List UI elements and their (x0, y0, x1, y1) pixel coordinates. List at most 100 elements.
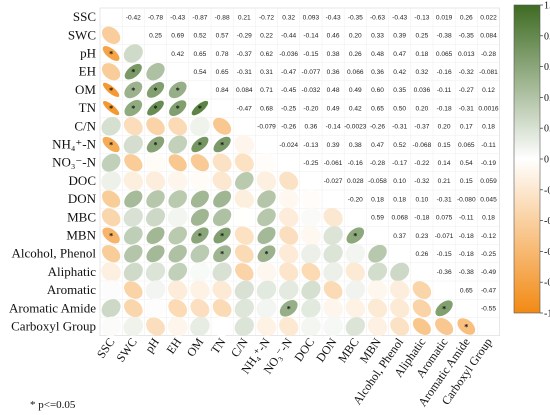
correlation-ellipse (168, 226, 187, 245)
cell-value: 0.78 (216, 51, 229, 58)
cell-value: 0.49 (349, 87, 362, 94)
correlation-ellipse (190, 244, 210, 263)
correlation-ellipse (212, 316, 233, 337)
correlation-ellipse (345, 317, 365, 336)
cell-value: -0.47 (237, 105, 252, 112)
cell-value: 0.33 (371, 33, 384, 40)
significance-marker: * (464, 323, 468, 332)
cell-value: 0.019 (436, 14, 453, 21)
correlation-ellipse (412, 299, 432, 318)
cell-value: 0.36 (304, 124, 317, 131)
cell-value: -0.55 (481, 306, 496, 313)
col-label-mbc: MBC (335, 335, 362, 365)
significance-marker: * (154, 141, 158, 150)
correlation-ellipse (256, 280, 277, 300)
row-label-nh-n: NH₄⁺-N (52, 137, 96, 152)
cell-value: -0.12 (481, 233, 496, 240)
correlation-ellipse (145, 152, 166, 173)
correlation-ellipse (301, 298, 321, 318)
row-label-om: OM (75, 82, 96, 97)
correlation-ellipse (168, 81, 187, 99)
significance-marker: * (176, 86, 180, 95)
colorbar-ticks: 1.0 0.80 0.60 0.40 0.20 0 -0.20 -0.40 -0.60 -0.80… (540, 1, 550, 320)
correlation-ellipse (168, 190, 187, 208)
col-label-doc: DOC (291, 335, 317, 364)
significance-marker: * (198, 104, 202, 113)
correlation-ellipse (345, 243, 366, 264)
cell-value: 0.20 (349, 33, 362, 40)
correlation-ellipse (145, 298, 166, 319)
cell-value: 0.46 (327, 33, 340, 40)
cell-value: 0.47 (393, 51, 406, 58)
cell-value: -0.63 (370, 14, 385, 21)
cell-value: 0.68 (260, 105, 273, 112)
row-labels: SSC SWC pH EH OM TN C/N NH₄⁺-N NO₃⁻-N DOC DON MBC MB… (9, 9, 97, 333)
cell-value: 0.25 (149, 33, 162, 40)
correlation-ellipse (190, 116, 210, 136)
cell-value: -0.036 (279, 51, 298, 58)
cell-value: -0.25 (481, 251, 496, 258)
correlation-ellipse (147, 100, 164, 116)
cell-value: 0.65 (193, 51, 206, 58)
cell-value: 0.65 (216, 69, 229, 76)
row-label-doc: DOC (69, 173, 96, 188)
correlation-ellipse (367, 280, 388, 300)
correlation-ellipse (124, 190, 143, 208)
significance-marker: * (109, 232, 113, 241)
correlation-ellipse (323, 244, 343, 264)
cell-value: -0.024 (279, 142, 298, 149)
correlation-ellipse (167, 171, 188, 191)
correlation-ellipse (301, 244, 321, 264)
cell-value: -0.44 (281, 33, 296, 40)
correlation-ellipse (213, 227, 231, 244)
correlation-ellipse (234, 298, 254, 318)
cell-value: -0.0023 (344, 124, 367, 131)
correlation-ellipse (300, 189, 321, 209)
cell-value: 0.32 (282, 14, 295, 21)
correlation-ellipse (234, 189, 255, 209)
correlation-ellipse (189, 171, 210, 191)
significance-footnote: * p<=0.05 (30, 399, 76, 411)
significance-marker: * (198, 141, 202, 150)
colorbar-tick-label: 0.80 (544, 31, 550, 42)
correlation-ellipse (102, 227, 120, 244)
cell-value: -0.42 (126, 14, 141, 21)
correlation-ellipse (279, 207, 299, 227)
correlation-ellipse (213, 136, 231, 153)
correlation-ellipse (190, 280, 210, 300)
correlation-ellipse (257, 226, 276, 245)
correlation-ellipse (101, 26, 121, 44)
correlation-ellipse (124, 281, 143, 299)
cell-value: -0.20 (303, 105, 318, 112)
correlation-ellipse (190, 208, 209, 226)
cell-value: 0.38 (327, 51, 340, 58)
row-label-aliphatic: Aliphatic (48, 264, 97, 279)
correlation-ellipse (235, 172, 254, 190)
cell-value: 0.20 (438, 124, 451, 131)
cell-value: 0.59 (371, 215, 384, 222)
cell-value: -0.18 (437, 105, 452, 112)
cell-value: 0.71 (260, 87, 273, 94)
correlation-ellipse (212, 208, 232, 226)
correlation-ellipse (123, 226, 143, 245)
col-label-don: DON (313, 335, 340, 365)
correlation-ellipse (190, 190, 209, 208)
cell-value: 0.62 (260, 51, 273, 58)
cell-value: 0.12 (482, 87, 495, 94)
correlation-ellipse (234, 226, 254, 245)
cell-value: 0.022 (480, 14, 497, 21)
row-label-mbc: MBC (67, 209, 96, 224)
cell-value: 0.42 (393, 69, 406, 76)
correlation-ellipse (323, 226, 343, 245)
colorbar-tick-label: -0.20 (544, 185, 550, 196)
colorbar-tick-label: 0.20 (544, 124, 550, 135)
correlation-ellipse (323, 207, 343, 227)
correlation-ellipse (168, 299, 188, 318)
cell-value: 0.47 (371, 142, 384, 149)
col-label-eh: EH (164, 335, 185, 356)
significance-marker: * (131, 104, 135, 113)
colorbar-tick-label: 0.40 (544, 93, 550, 104)
cell-value: -0.077 (302, 69, 321, 76)
